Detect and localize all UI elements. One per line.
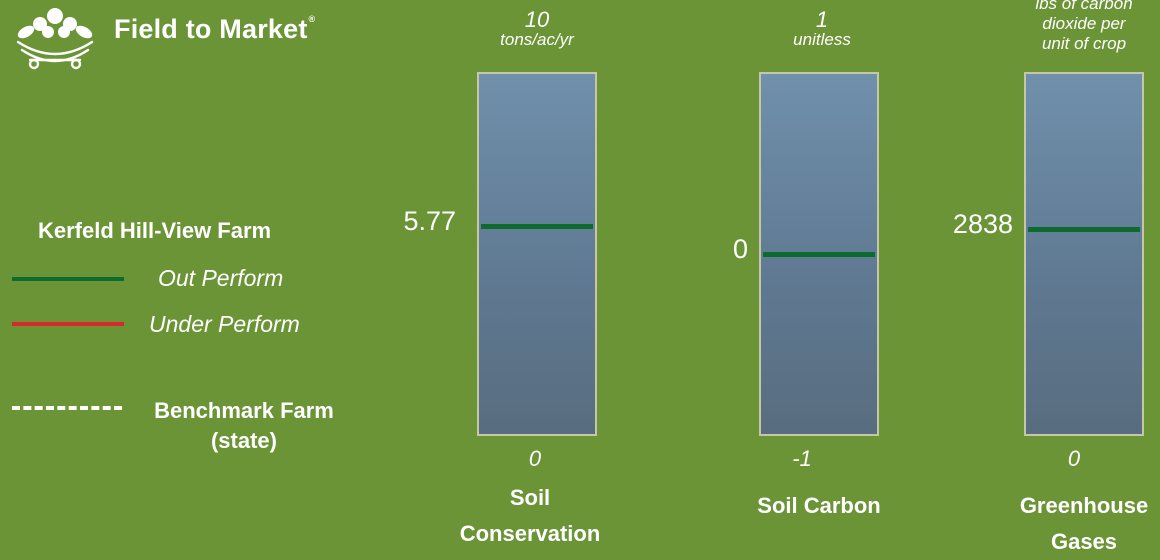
legend-benchmark-line2: (state) xyxy=(210,428,277,453)
gauge-title: Greenhouse Gases xyxy=(964,488,1160,560)
gauge-value-label: 5.77 xyxy=(403,205,456,236)
gauge-unit-label-3: unit of crop xyxy=(1041,34,1127,53)
gauge-value-label: 2838 xyxy=(952,209,1013,240)
brand-logo: Field to Market® xyxy=(6,0,346,80)
gauge-value-marker xyxy=(481,223,593,229)
gauge-bar xyxy=(477,72,597,436)
legend-out-perform-line xyxy=(12,277,124,281)
gauge-min-label: -1 xyxy=(792,446,812,471)
gauge-title: Soil Carbon xyxy=(699,488,939,524)
gauge-value-marker xyxy=(1028,227,1140,233)
gauge-title-line1: Soil Carbon xyxy=(757,493,881,518)
gauge-max-header: 1 unitless xyxy=(722,7,922,50)
legend-under-perform-label: Under Perform xyxy=(149,311,300,337)
gauge-min-label: 0 xyxy=(1067,446,1081,471)
gauge-unit-label: tons/ac/yr xyxy=(500,30,574,49)
gauge-bar xyxy=(759,72,879,436)
legend-out-perform-label: Out Perform xyxy=(158,265,284,291)
gauge-max-label: 10 xyxy=(524,7,550,32)
gauge-bar xyxy=(1024,72,1144,436)
gauge-unit-label-1: lbs of carbon xyxy=(1035,0,1133,13)
gauge-max-header: 10 tons/ac/yr xyxy=(437,7,637,50)
registered-mark: ® xyxy=(308,14,316,24)
gauge-unit-label-2: dioxide per xyxy=(1042,14,1126,33)
legend-title: Kerfeld Hill-View Farm xyxy=(38,218,272,243)
gauge-title: Soil Conservation xyxy=(410,480,650,552)
legend-under-perform-line xyxy=(12,322,124,326)
gauge-title-line2: Gases xyxy=(1050,529,1118,554)
gauge-min-label: 0 xyxy=(528,446,542,471)
gauge-title-line2: Conservation xyxy=(459,521,601,546)
legend-benchmark-label: Benchmark Farm (state) xyxy=(134,396,354,456)
gauge-max-header: lbs of carbon dioxide per unit of crop xyxy=(984,0,1160,54)
gauge-unit-label: unitless xyxy=(793,30,851,49)
gauge-title-line1: Soil xyxy=(509,485,551,510)
legend-benchmark-line1: Benchmark Farm xyxy=(154,398,334,423)
cornucopia-logo-icon xyxy=(16,8,94,70)
gauge-title-line1: Greenhouse xyxy=(1019,493,1149,518)
gauge-value-marker xyxy=(763,252,875,257)
gauge-value-label: 0 xyxy=(732,234,748,264)
brand-name: Field to Market® xyxy=(114,14,316,44)
legend-benchmark-dash xyxy=(12,406,122,410)
gauge-max-label: 1 xyxy=(815,7,829,32)
